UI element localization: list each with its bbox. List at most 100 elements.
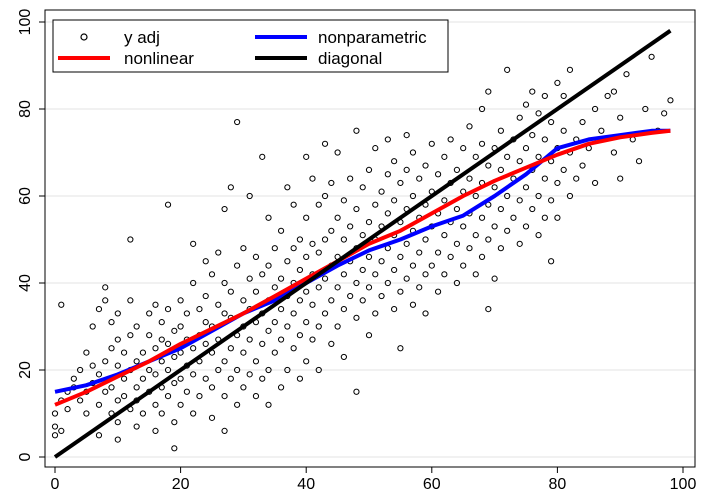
scatter-point	[466, 123, 473, 130]
scatter-point	[516, 114, 523, 121]
scatter-point	[529, 205, 536, 213]
scatter-point	[309, 336, 316, 343]
scatter-point	[535, 232, 542, 239]
scatter-point	[296, 375, 304, 382]
scatter-point	[315, 249, 322, 256]
scatter-point	[271, 319, 278, 326]
scatter-point	[227, 345, 234, 352]
scatter-point	[70, 375, 77, 382]
scatter-point	[265, 401, 272, 408]
scatter-point	[83, 349, 90, 356]
scatter-point	[516, 240, 523, 247]
scatter-point	[202, 340, 209, 347]
scatter-point	[340, 236, 347, 243]
series-line-nonlinear	[54, 128, 671, 407]
scatter-point	[497, 205, 504, 213]
scatter-point	[303, 253, 310, 260]
scatter-point	[183, 388, 190, 395]
scatter-point	[604, 92, 611, 100]
scatter-point	[246, 192, 253, 200]
scatter-point	[277, 227, 285, 234]
scatter-point	[522, 101, 530, 108]
scatter-point	[77, 397, 84, 404]
scatter-point	[566, 66, 574, 73]
scatter-point	[522, 184, 530, 191]
scatter-point	[478, 214, 486, 221]
scatter-point	[120, 375, 128, 382]
scatter-point	[177, 297, 184, 304]
scatter-point	[164, 393, 172, 400]
scatter-point	[460, 145, 467, 152]
scatter-point	[51, 423, 59, 430]
scatter-point	[365, 219, 373, 226]
scatter-point	[403, 240, 410, 247]
scatter-point	[472, 153, 479, 160]
scatter-point	[409, 301, 417, 308]
scatter-point	[378, 258, 385, 265]
scatter-point	[441, 232, 448, 239]
scatter-point	[548, 258, 555, 265]
scatter-point	[102, 388, 109, 395]
scatter-point	[642, 105, 649, 113]
legend-label-nonlinear: nonlinear	[124, 49, 194, 68]
scatter-point	[667, 97, 674, 104]
plot-frame	[44, 9, 696, 468]
scatter-point	[171, 445, 178, 452]
scatter-point	[183, 310, 190, 317]
scatter-point	[409, 262, 417, 269]
scatter-point	[158, 410, 165, 417]
scatter-point	[535, 192, 542, 200]
scatter-point	[321, 140, 329, 147]
scatter-point	[391, 306, 398, 313]
scatter-point	[353, 205, 360, 213]
scatter-point	[422, 310, 429, 317]
scatter-point	[108, 384, 115, 391]
scatter-point	[208, 414, 216, 421]
scatter-point	[315, 201, 322, 208]
scatter-point	[522, 223, 530, 230]
scatter-point	[365, 253, 373, 260]
scatter-point	[328, 297, 335, 304]
scatter-point	[491, 184, 498, 191]
scatter-point	[108, 319, 115, 326]
scatter-point	[334, 323, 341, 330]
scatter-point	[290, 201, 297, 208]
scatter-point	[227, 288, 234, 295]
scatter-point	[359, 266, 366, 274]
scatter-point	[58, 301, 65, 308]
scatter-point	[303, 153, 310, 160]
scatter-point	[51, 410, 59, 417]
scatter-point	[252, 253, 260, 260]
scatter-point	[409, 149, 417, 156]
scatter-point	[240, 384, 247, 391]
scatter-point	[315, 284, 322, 291]
scatter-point	[303, 288, 310, 295]
x-tick-label-100: 100	[670, 476, 697, 493]
scatter-point	[397, 179, 404, 187]
scatter-point	[152, 401, 159, 408]
scatter-point	[617, 175, 624, 182]
x-tick-label-20: 20	[172, 476, 190, 493]
scatter-point	[95, 432, 103, 439]
scatter-point	[610, 88, 618, 95]
scatter-point	[277, 384, 285, 391]
scatter-point	[158, 358, 165, 365]
scatter-point	[334, 284, 341, 291]
scatter-point	[171, 327, 178, 334]
scatter-point	[617, 114, 624, 121]
scatter-point	[321, 275, 329, 282]
scatter-point	[397, 253, 404, 260]
y-tick-label-40: 40	[17, 274, 34, 292]
scatter-point	[146, 366, 153, 374]
scatter-point	[416, 175, 423, 182]
scatter-point	[190, 371, 197, 378]
scatter-point	[340, 353, 347, 361]
y-tick-label-80: 80	[17, 100, 34, 118]
scatter-point	[554, 214, 561, 221]
scatter-point	[472, 232, 479, 239]
scatter-point	[164, 366, 172, 374]
scatter-point	[208, 271, 216, 278]
scatter-point	[579, 118, 586, 126]
scatter-point	[353, 279, 360, 287]
